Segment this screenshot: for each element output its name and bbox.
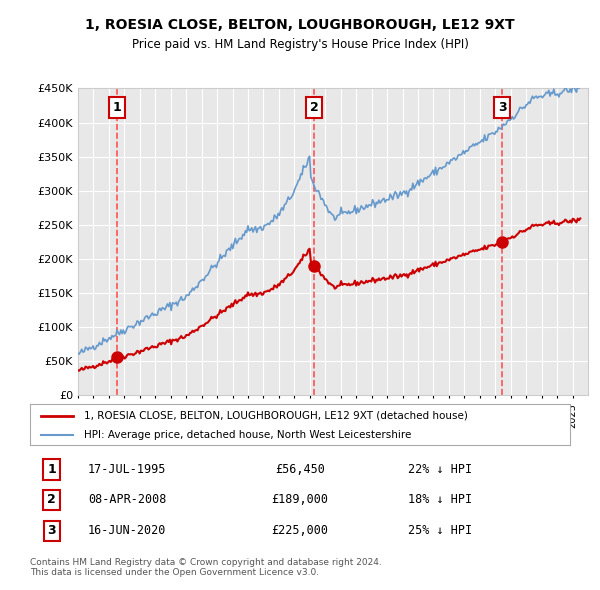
Text: £56,450: £56,450 bbox=[275, 463, 325, 476]
Text: 22% ↓ HPI: 22% ↓ HPI bbox=[409, 463, 472, 476]
Text: Contains HM Land Registry data © Crown copyright and database right 2024.
This d: Contains HM Land Registry data © Crown c… bbox=[30, 558, 382, 577]
Text: 16-JUN-2020: 16-JUN-2020 bbox=[88, 525, 166, 537]
Text: 17-JUL-1995: 17-JUL-1995 bbox=[88, 463, 166, 476]
Text: 25% ↓ HPI: 25% ↓ HPI bbox=[409, 525, 472, 537]
Text: £189,000: £189,000 bbox=[271, 493, 329, 506]
Text: 2: 2 bbox=[310, 101, 319, 114]
Text: 1: 1 bbox=[113, 101, 122, 114]
Text: 1: 1 bbox=[47, 463, 56, 476]
Text: 1, ROESIA CLOSE, BELTON, LOUGHBOROUGH, LE12 9XT (detached house): 1, ROESIA CLOSE, BELTON, LOUGHBOROUGH, L… bbox=[84, 411, 468, 421]
Text: HPI: Average price, detached house, North West Leicestershire: HPI: Average price, detached house, Nort… bbox=[84, 430, 412, 440]
Text: 18% ↓ HPI: 18% ↓ HPI bbox=[409, 493, 472, 506]
Text: £225,000: £225,000 bbox=[271, 525, 329, 537]
Text: 1, ROESIA CLOSE, BELTON, LOUGHBOROUGH, LE12 9XT: 1, ROESIA CLOSE, BELTON, LOUGHBOROUGH, L… bbox=[85, 18, 515, 32]
Text: 08-APR-2008: 08-APR-2008 bbox=[88, 493, 166, 506]
Text: 3: 3 bbox=[498, 101, 506, 114]
Text: 2: 2 bbox=[47, 493, 56, 506]
FancyBboxPatch shape bbox=[78, 88, 588, 395]
Text: 3: 3 bbox=[47, 525, 56, 537]
Text: Price paid vs. HM Land Registry's House Price Index (HPI): Price paid vs. HM Land Registry's House … bbox=[131, 38, 469, 51]
